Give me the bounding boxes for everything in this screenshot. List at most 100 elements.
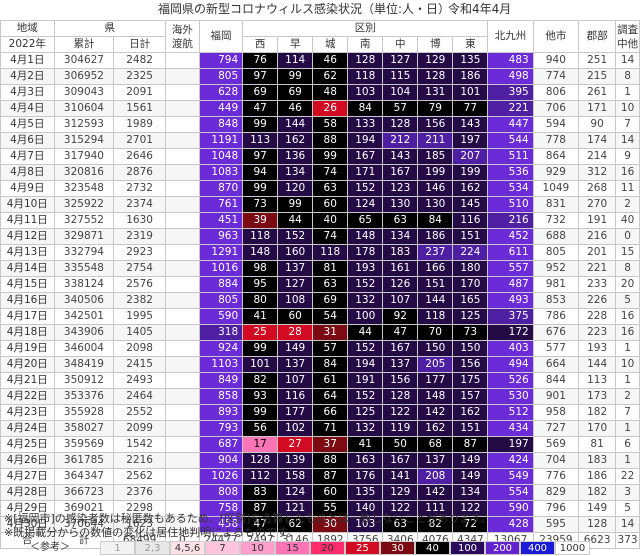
ward-cell: 207 (452, 148, 489, 165)
date: 4月8日 (0, 164, 55, 181)
ward-cell: 151 (452, 228, 489, 245)
table-row: 4月9日 323548 2732 870 99 120 63 152 123 146 162 534 1… (0, 180, 640, 197)
kitakyushu-cell: 375 (487, 308, 534, 325)
header-ward-2: 城 (312, 36, 349, 53)
survey-cell: 6 (615, 436, 640, 453)
other-city-cell: 595 (532, 516, 580, 533)
table-row: 4月12日 329871 2319 963 118 152 74 148 134 186 151 45… (0, 228, 640, 245)
legend-swatch: 1 (100, 541, 135, 555)
date: 4月14日 (0, 260, 55, 277)
header-ward-5: 博 (417, 36, 454, 53)
survey-cell: 1 (615, 84, 640, 101)
ward-cell: 122 (382, 404, 419, 421)
ward-cell: 60 (277, 308, 314, 325)
survey-cell: 9 (615, 148, 640, 165)
legend-swatch: 7 (205, 541, 240, 555)
other-city-cell: 778 (532, 132, 580, 149)
table-row: 4月28日 366723 2376 808 83 124 60 135 129 142 134 554… (0, 484, 640, 501)
fukuoka-cell: 687 (198, 436, 244, 453)
fukuoka-cell: 318 (198, 324, 244, 341)
ward-cell: 73 (452, 324, 489, 341)
ward-cell: 163 (347, 452, 384, 469)
other-city-cell: 940 (532, 52, 580, 69)
header-pref: 県 (53, 20, 166, 37)
ward-cell: 143 (452, 116, 489, 133)
ward-cell: 111 (417, 500, 454, 517)
survey-cell: 3 (615, 484, 640, 501)
legend-swatch: 40 (415, 541, 450, 555)
other-city-cell: 1049 (532, 180, 580, 197)
kitakyushu-cell: 554 (487, 484, 534, 501)
cumulative-cell: 320816 (53, 164, 115, 181)
ward-cell: 80 (242, 292, 279, 309)
overseas-cell (164, 420, 200, 437)
daily-cell: 2325 (113, 68, 166, 85)
ward-cell: 60 (312, 196, 349, 213)
daily-cell: 2374 (113, 196, 166, 213)
date: 4月10日 (0, 196, 55, 213)
totals-label-a: 合 (0, 532, 55, 549)
date: 4月21日 (0, 372, 55, 389)
survey-cell: 7 (615, 116, 640, 133)
ward-cell: 81 (312, 260, 349, 277)
daily-cell: 2464 (113, 388, 166, 405)
kitakyushu-cell: 216 (487, 212, 534, 229)
ward-cell: 177 (277, 404, 314, 421)
ward-cell: 100 (347, 308, 384, 325)
ward-cell: 99 (277, 196, 314, 213)
daily-cell: 2091 (113, 84, 166, 101)
ward-cell: 115 (382, 68, 419, 85)
ward-cell: 69 (312, 292, 349, 309)
fukuoka-cell: 893 (198, 404, 244, 421)
ward-cell: 99 (312, 148, 349, 165)
overseas-cell (164, 132, 200, 149)
ward-cell: 69 (277, 84, 314, 101)
ward-cell: 167 (347, 148, 384, 165)
daily-cell: 2701 (113, 132, 166, 149)
table-row: 4月7日 317940 2646 1048 97 136 99 167 143 185 207 511… (0, 148, 640, 165)
ward-cell: 121 (277, 500, 314, 517)
ward-cell: 31 (312, 324, 349, 341)
table-row: 4月15日 338124 2576 884 95 127 63 152 126 151 170 487… (0, 276, 640, 293)
ward-cell: 112 (242, 468, 279, 485)
fukuoka-cell: 1291 (198, 244, 244, 261)
ward-cell: 87 (452, 436, 489, 453)
survey-cell: 5 (615, 292, 640, 309)
legend-swatch: 25 (345, 541, 380, 555)
ward-cell: 99 (242, 116, 279, 133)
kitakyushu-cell: 172 (487, 324, 534, 341)
daily-cell: 1623 (113, 516, 166, 533)
ward-cell: 152 (347, 388, 384, 405)
ward-cell: 157 (452, 388, 489, 405)
date: 4月30日 (0, 516, 55, 533)
cumulative-cell: 366723 (53, 484, 115, 501)
overseas-cell (164, 260, 200, 277)
daily-cell: 2923 (113, 244, 166, 261)
ward-cell: 40 (312, 212, 349, 229)
ward-cell: 165 (452, 292, 489, 309)
daily-cell: 1561 (113, 100, 166, 117)
legend-swatch: 2,3 (135, 541, 170, 555)
overseas-cell (164, 180, 200, 197)
gun-cell: 186 (578, 468, 617, 485)
date: 4月18日 (0, 324, 55, 341)
table-row: 4月19日 346004 2098 924 99 149 57 152 167 150 150 403… (0, 340, 640, 357)
other-city-cell: 981 (532, 276, 580, 293)
fukuoka-cell: 449 (198, 100, 244, 117)
ward-cell: 128 (382, 116, 419, 133)
ward-cell: 92 (382, 308, 419, 325)
ward-cell: 151 (417, 276, 454, 293)
fukuoka-cell: 870 (198, 180, 244, 197)
ward-cell: 77 (452, 100, 489, 117)
cumulative-cell: 315294 (53, 132, 115, 149)
ward-cell: 134 (277, 164, 314, 181)
ward-cell: 130 (417, 196, 454, 213)
legend-swatch: 30 (380, 541, 415, 555)
ward-cell: 183 (382, 244, 419, 261)
ward-cell: 84 (312, 356, 349, 373)
daily-cell: 1995 (113, 308, 166, 325)
ward-cell: 128 (242, 452, 279, 469)
date: 4月22日 (0, 388, 55, 405)
gun-cell: 193 (578, 340, 617, 357)
